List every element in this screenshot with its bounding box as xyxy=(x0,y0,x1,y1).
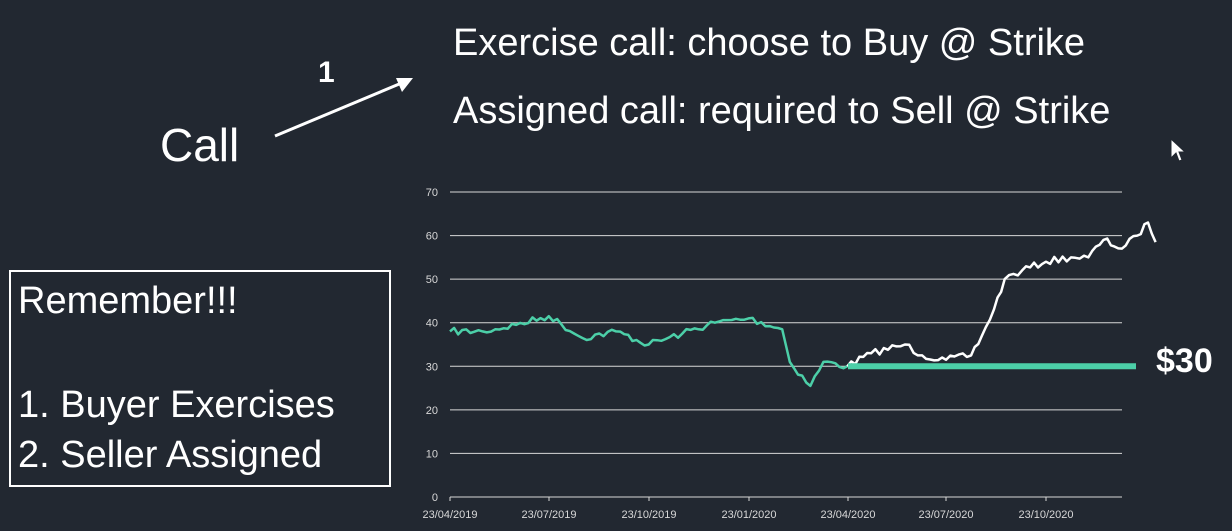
price-series-teal xyxy=(449,314,848,388)
call-label: Call xyxy=(160,119,240,171)
y-tick-label: 0 xyxy=(432,492,438,504)
x-tick-label: 23/10/2020 xyxy=(1018,509,1073,521)
y-tick-label: 20 xyxy=(426,405,438,417)
x-tick-label: 23/07/2019 xyxy=(521,509,576,521)
remember-title: Remember!!! xyxy=(18,280,238,322)
y-tick-label: 70 xyxy=(426,187,438,199)
mouse-cursor-icon xyxy=(1170,138,1186,162)
x-tick-label: 23/10/2019 xyxy=(621,509,676,521)
y-tick-label: 40 xyxy=(426,318,438,330)
y-tick-label: 50 xyxy=(426,274,438,286)
assigned-call-text: Assigned call: required to Sell @ Strike xyxy=(453,90,1111,132)
y-tick-label: 60 xyxy=(426,231,438,243)
x-tick-label: 23/01/2020 xyxy=(721,509,776,521)
y-tick-label: 30 xyxy=(426,361,438,373)
remember-item-seller: 2. Seller Assigned xyxy=(18,434,323,476)
y-tick-label: 10 xyxy=(426,448,438,460)
exercise-call-text: Exercise call: choose to Buy @ Strike xyxy=(453,22,1086,64)
x-tick-label: 23/07/2020 xyxy=(918,509,973,521)
price-series-white xyxy=(846,221,1157,368)
x-tick-label: 23/04/2020 xyxy=(820,509,875,521)
remember-box xyxy=(9,270,391,487)
remember-item-buyer: 1. Buyer Exercises xyxy=(18,384,335,426)
arrow-number: 1 xyxy=(318,56,335,89)
strike-price-label: $30 xyxy=(1156,342,1213,380)
x-tick-label: 23/04/2019 xyxy=(422,509,477,521)
arrow-icon xyxy=(274,78,413,138)
